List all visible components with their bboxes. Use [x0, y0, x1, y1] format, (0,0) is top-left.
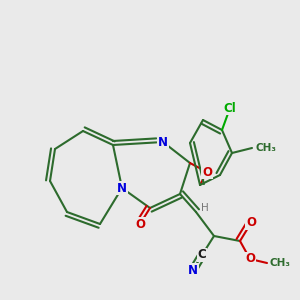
Text: O: O	[245, 253, 255, 266]
Text: O: O	[246, 217, 256, 230]
Text: CH₃: CH₃	[270, 258, 291, 268]
Text: N: N	[117, 182, 127, 194]
Text: O: O	[135, 218, 145, 230]
Text: O: O	[202, 166, 212, 178]
Text: Cl: Cl	[224, 101, 236, 115]
Text: CH₃: CH₃	[255, 143, 276, 153]
Text: H: H	[201, 203, 209, 213]
Text: N: N	[188, 263, 198, 277]
Text: N: N	[158, 136, 168, 148]
Text: C: C	[198, 248, 206, 262]
